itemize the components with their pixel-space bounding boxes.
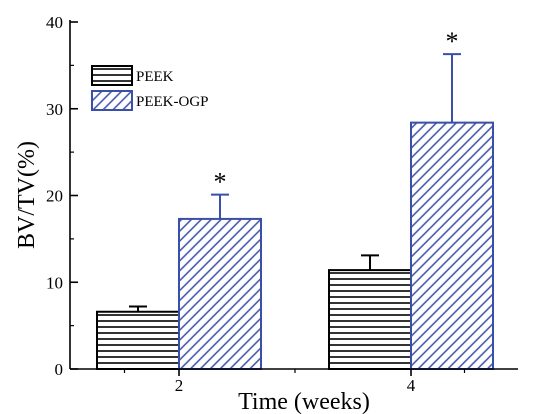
significance-marker: *: [446, 27, 459, 56]
x-tick-label: 4: [407, 376, 416, 395]
significance-marker: *: [214, 168, 227, 197]
x-axis-title: Time (weeks): [238, 389, 370, 414]
legend-swatch-peek: [91, 65, 133, 86]
bar-peek-ogp-2: [178, 217, 262, 370]
bar-peek-4: [328, 269, 412, 371]
legend-label: PEEK-OGP: [136, 94, 209, 110]
y-tick-label: 30: [46, 100, 63, 119]
bar-peek-ogp-4: [410, 121, 494, 370]
y-tick-label: 10: [46, 273, 63, 292]
legend: PEEK PEEK-OGP: [91, 65, 209, 111]
bars-layer: **: [96, 27, 494, 371]
y-axis-title: BV/TV(%): [14, 141, 40, 249]
y-tick-label: 40: [46, 13, 63, 32]
y-tick-label: 20: [46, 187, 63, 206]
bar-peek-2: [96, 310, 180, 370]
y-tick-label: 0: [55, 360, 64, 379]
legend-label: PEEK: [136, 69, 174, 85]
axes-layer: 0 10 20 30 40 2 4: [46, 13, 518, 395]
x-tick-label: 2: [175, 376, 184, 395]
legend-swatch-peek-ogp: [91, 90, 133, 111]
